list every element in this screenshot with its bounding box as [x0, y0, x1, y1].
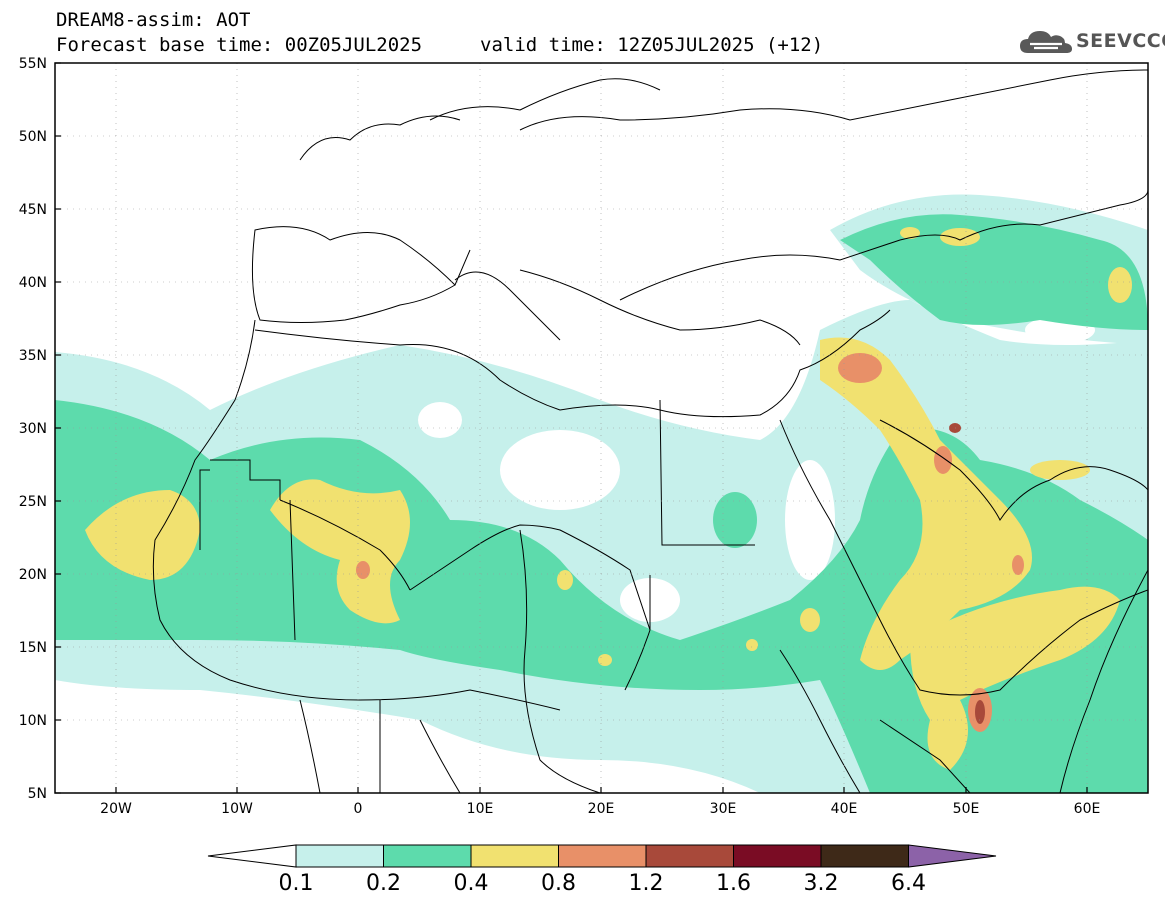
- aot-band-0.8-1.2: [356, 353, 1024, 732]
- lat-label: 15N: [19, 640, 47, 656]
- lon-label: 30E: [710, 801, 737, 817]
- valid-time: valid time: 12Z05JUL2025 (+12): [480, 34, 824, 56]
- colorbar-segment: [645, 844, 734, 868]
- graticule: [55, 63, 1148, 793]
- colorbar-label: 1.2: [629, 871, 664, 896]
- latitude-labels: 55N 50N 45N 40N 35N 30N 25N 20N 15N 10N …: [19, 56, 47, 802]
- colorbar-label: 3.2: [804, 871, 839, 896]
- aot-field: [55, 194, 1148, 793]
- lon-label: 20E: [588, 801, 615, 817]
- lat-label: 25N: [19, 494, 47, 510]
- colorbar-label: 0.4: [454, 871, 489, 896]
- colorbar-segment: [558, 844, 647, 868]
- coastlines-borders: [152, 69, 1148, 793]
- seevccc-logo: SEEVCCC: [1018, 26, 1165, 56]
- lon-label: 50E: [953, 801, 980, 817]
- aot-low-patches: [418, 316, 1095, 622]
- cloud-icon: [1020, 31, 1072, 53]
- colorbar-segment: [820, 844, 909, 868]
- colorbar-label: 6.4: [891, 871, 926, 896]
- lat-label: 5N: [28, 786, 47, 802]
- lat-label: 30N: [19, 421, 47, 437]
- colorbar-segment: [733, 844, 822, 868]
- lat-label: 55N: [19, 56, 47, 72]
- lat-label: 45N: [19, 202, 47, 218]
- lon-label: 20W: [100, 801, 132, 817]
- colorbar-segment: [295, 844, 384, 868]
- chart-title: DREAM8-assim: AOT: [56, 9, 251, 31]
- colorbar-label: 0.8: [541, 871, 576, 896]
- colorbar-segment: [470, 844, 559, 868]
- forecast-base-time: Forecast base time: 00Z05JUL2025: [56, 34, 423, 56]
- lon-label: 0: [354, 801, 363, 817]
- colorbar-segment: [383, 844, 472, 868]
- lat-label: 20N: [19, 567, 47, 583]
- lon-label: 60E: [1074, 801, 1101, 817]
- colorbar-label: 0.1: [279, 871, 314, 896]
- colorbar-over-triangle: [908, 844, 997, 868]
- lon-label: 10E: [467, 801, 494, 817]
- aot-band-0.4-0.8: [85, 227, 1132, 770]
- colorbar-label: 1.6: [716, 871, 751, 896]
- colorbar-label: 0.2: [366, 871, 401, 896]
- lat-label: 40N: [19, 275, 47, 291]
- lat-label: 35N: [19, 348, 47, 364]
- lon-label: 40E: [831, 801, 858, 817]
- logo-text: SEEVCCC: [1076, 30, 1165, 52]
- lat-label: 10N: [19, 713, 47, 729]
- lat-label: 50N: [19, 129, 47, 145]
- lon-label: 10W: [221, 801, 253, 817]
- colorbar-under-triangle: [207, 844, 297, 868]
- colorbar: 0.1 0.2 0.4 0.8 1.2 1.6 3.2 6.4: [207, 844, 997, 896]
- axis-ticks: [55, 62, 1088, 794]
- longitude-labels: 20W 10W 0 10E 20E 30E 40E 50E 60E: [100, 801, 1100, 817]
